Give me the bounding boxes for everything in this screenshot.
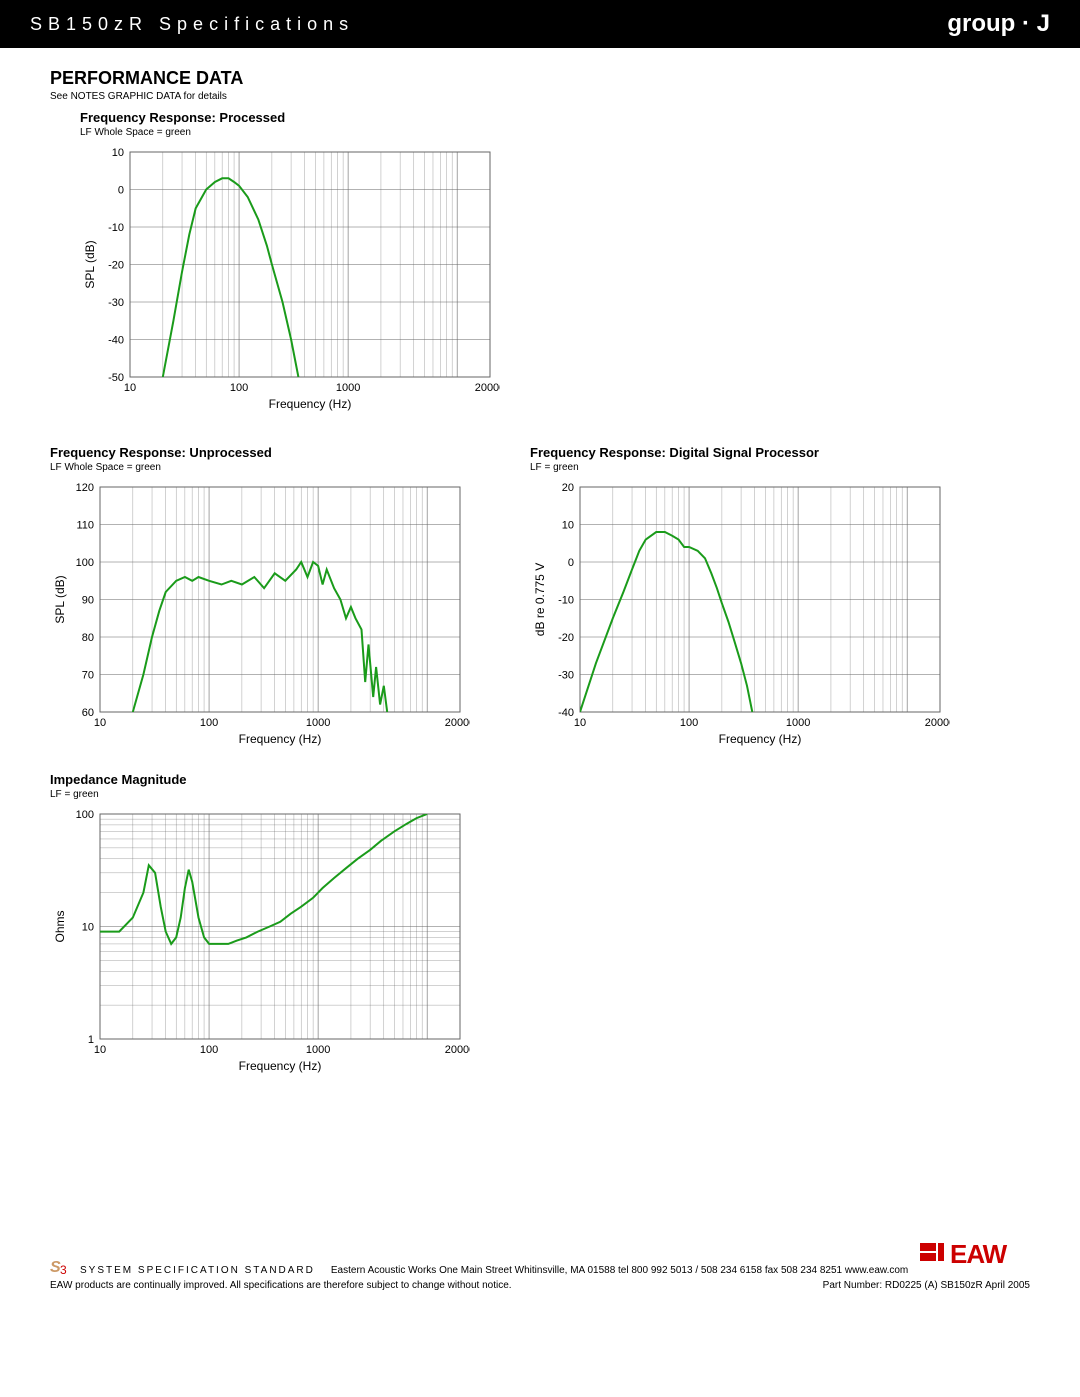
svg-text:10: 10 [574, 717, 586, 729]
svg-text:1000: 1000 [306, 1044, 330, 1056]
svg-text:90: 90 [82, 595, 94, 607]
svg-text:10: 10 [112, 147, 124, 159]
svg-text:20000: 20000 [445, 1044, 470, 1056]
svg-text:60: 60 [82, 707, 94, 719]
svg-text:-20: -20 [108, 260, 124, 272]
svg-text:SPL (dB): SPL (dB) [53, 575, 67, 623]
header-group: group · J [947, 10, 1050, 38]
section-note: See NOTES GRAPHIC DATA for details [50, 91, 1030, 102]
svg-text:100: 100 [76, 557, 94, 569]
svg-text:1000: 1000 [336, 382, 360, 394]
s3-icon: S3 [50, 1256, 74, 1276]
eaw-logo: EAW [920, 1239, 1030, 1276]
svg-text:100: 100 [200, 717, 218, 729]
svg-text:-30: -30 [558, 670, 574, 682]
svg-text:1000: 1000 [786, 717, 810, 729]
svg-text:10: 10 [124, 382, 136, 394]
footer-company: Eastern Acoustic Works One Main Street W… [331, 1265, 908, 1276]
chart-subtitle-processed: LF Whole Space = green [80, 127, 1030, 138]
svg-text:0: 0 [568, 557, 574, 569]
chart-subtitle-dsp: LF = green [530, 462, 950, 473]
svg-text:-10: -10 [558, 595, 574, 607]
footer: S3 SYSTEM SPECIFICATION STANDARD Eastern… [0, 1239, 1080, 1311]
svg-text:10: 10 [94, 717, 106, 729]
svg-text:20000: 20000 [475, 382, 500, 394]
svg-text:Ohms: Ohms [53, 910, 67, 942]
svg-text:1000: 1000 [306, 717, 330, 729]
svg-text:100: 100 [680, 717, 698, 729]
header: SB150zR Specifications group · J [0, 0, 1080, 48]
chart-subtitle-impedance: LF = green [50, 789, 1030, 800]
svg-text:20000: 20000 [925, 717, 950, 729]
svg-text:-30: -30 [108, 297, 124, 309]
svg-text:10: 10 [562, 520, 574, 532]
chart-title-dsp: Frequency Response: Digital Signal Proce… [530, 445, 950, 460]
svg-text:10: 10 [94, 1044, 106, 1056]
svg-text:1: 1 [88, 1034, 94, 1046]
svg-text:120: 120 [76, 482, 94, 494]
svg-text:SPL (dB): SPL (dB) [83, 240, 97, 288]
chart-dsp: 10 100 1000 20000 -40 -30 -20 -10 0 10 20 Frequency… [530, 477, 950, 752]
svg-text:-40: -40 [558, 707, 574, 719]
chart-title-unprocessed: Frequency Response: Unprocessed [50, 445, 470, 460]
svg-text:0: 0 [118, 185, 124, 197]
svg-text:-20: -20 [558, 632, 574, 644]
svg-text:EAW: EAW [950, 1239, 1008, 1269]
svg-text:110: 110 [76, 520, 94, 532]
chart-subtitle-unprocessed: LF Whole Space = green [50, 462, 470, 473]
footer-partnumber: Part Number: RD0225 (A) SB150zR April 20… [823, 1280, 1030, 1291]
svg-text:10: 10 [82, 922, 94, 934]
chart-title-impedance: Impedance Magnitude [50, 772, 1030, 787]
section-title: PERFORMANCE DATA [50, 68, 1030, 89]
svg-text:Frequency (Hz): Frequency (Hz) [269, 397, 352, 411]
svg-text:-40: -40 [108, 335, 124, 347]
header-title: SB150zR Specifications [30, 14, 354, 35]
svg-text:dB re 0.775 V: dB re 0.775 V [533, 563, 547, 636]
svg-text:3: 3 [60, 1263, 67, 1276]
svg-text:Frequency (Hz): Frequency (Hz) [239, 1059, 322, 1073]
chart-title-processed: Frequency Response: Processed [80, 110, 1030, 125]
chart-unprocessed: 10 100 1000 20000 60 70 80 90 100 110 120 Frequency… [50, 477, 470, 752]
chart-processed: 10 100 1000 20000 -50 -40 -30 -20 -10 0 10 Frequenc… [80, 142, 1030, 417]
svg-text:80: 80 [82, 632, 94, 644]
svg-text:20000: 20000 [445, 717, 470, 729]
svg-text:Frequency (Hz): Frequency (Hz) [719, 732, 802, 746]
content: PERFORMANCE DATA See NOTES GRAPHIC DATA … [0, 48, 1080, 1079]
footer-s3: SYSTEM SPECIFICATION STANDARD [80, 1265, 315, 1276]
svg-text:100: 100 [200, 1044, 218, 1056]
svg-text:100: 100 [230, 382, 248, 394]
svg-text:-50: -50 [108, 372, 124, 384]
svg-text:70: 70 [82, 670, 94, 682]
chart-impedance: 10100100020000110100Frequency (Hz)Ohms [50, 804, 1030, 1079]
svg-text:Frequency (Hz): Frequency (Hz) [239, 732, 322, 746]
svg-text:20: 20 [562, 482, 574, 494]
footer-disclaimer: EAW products are continually improved. A… [50, 1280, 512, 1291]
svg-text:100: 100 [76, 809, 94, 821]
svg-text:-10: -10 [108, 222, 124, 234]
